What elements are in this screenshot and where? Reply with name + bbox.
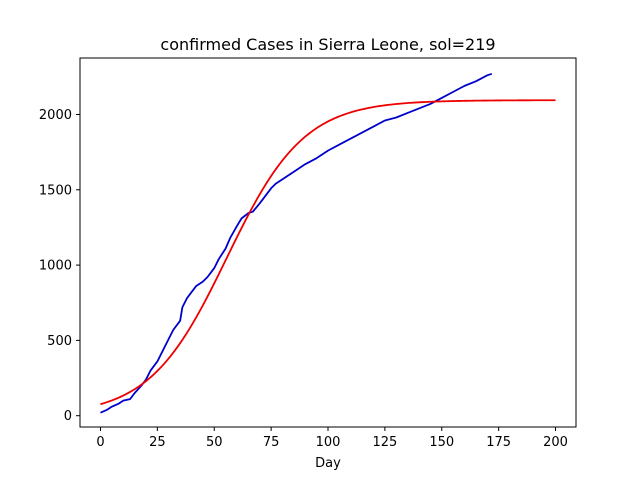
plot-area	[100, 72, 556, 414]
x-tick-label: 25	[149, 435, 166, 450]
x-axis: 0 25 50 75 100 125 150 175 200	[96, 427, 568, 450]
x-tick-label: 200	[543, 435, 568, 450]
x-tick-label: 150	[429, 435, 454, 450]
x-tick-label: 125	[372, 435, 397, 450]
chart-title: confirmed Cases in Sierra Leone, sol=219	[160, 35, 495, 54]
y-axis: 0 500 1000 1500 2000	[39, 108, 80, 424]
fitted-curve-line	[100, 99, 556, 406]
x-tick-label: 100	[316, 435, 341, 450]
x-tick-label: 175	[486, 435, 511, 450]
y-tick-label: 2000	[39, 108, 72, 123]
axes-frame	[79, 57, 577, 428]
x-axis-label: Day	[315, 456, 341, 471]
x-tick-label: 0	[96, 435, 104, 450]
x-tick-label: 75	[263, 435, 280, 450]
x-tick-label: 50	[206, 435, 223, 450]
y-tick-label: 1000	[39, 259, 72, 274]
confirmed-cases-line	[100, 72, 493, 414]
y-tick-label: 1500	[39, 183, 72, 198]
y-tick-label: 0	[64, 409, 72, 424]
y-tick-label: 500	[47, 334, 72, 349]
